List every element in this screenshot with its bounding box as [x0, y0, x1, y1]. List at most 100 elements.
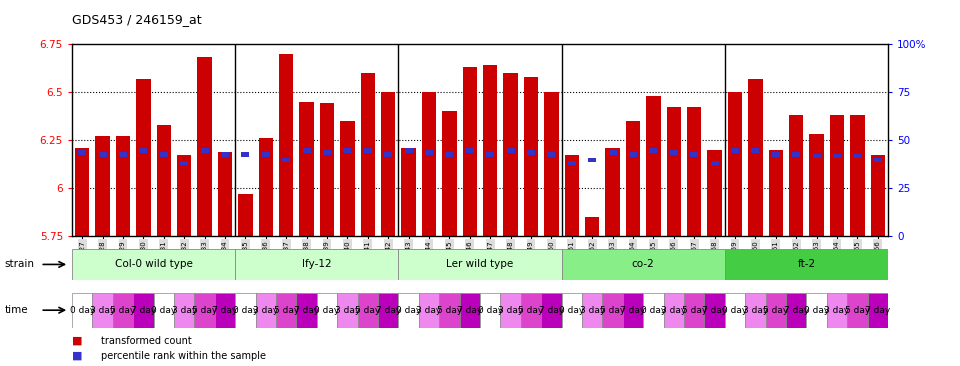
Bar	[297, 293, 317, 328]
Bar	[72, 293, 92, 328]
Bar	[725, 249, 888, 280]
Text: 5 day: 5 day	[600, 306, 625, 315]
Bar	[133, 293, 154, 328]
Text: 0 day: 0 day	[722, 306, 748, 315]
Text: percentile rank within the sample: percentile rank within the sample	[101, 351, 266, 361]
Bar	[663, 293, 684, 328]
Bar	[276, 293, 297, 328]
Bar	[827, 293, 848, 328]
Text: transformed count: transformed count	[101, 336, 192, 346]
Text: 3 day: 3 day	[498, 306, 523, 315]
Bar	[344, 149, 351, 153]
Bar	[235, 249, 398, 280]
Bar	[684, 293, 705, 328]
Text: 0 day: 0 day	[804, 306, 829, 315]
Bar	[320, 104, 334, 236]
Bar	[238, 194, 252, 236]
Bar	[463, 67, 477, 236]
Bar	[562, 249, 725, 280]
Bar	[421, 92, 436, 236]
Text: 7 day: 7 day	[620, 306, 646, 315]
Bar	[445, 152, 453, 157]
Bar	[378, 293, 398, 328]
Bar	[705, 293, 725, 328]
Text: ■: ■	[72, 336, 83, 346]
Bar	[588, 158, 596, 162]
Text: 5 day: 5 day	[355, 306, 380, 315]
Bar	[745, 293, 766, 328]
Bar	[527, 150, 535, 154]
Bar	[650, 149, 658, 153]
Text: 7 day: 7 day	[539, 306, 564, 315]
Bar	[177, 155, 191, 236]
Bar	[646, 96, 660, 236]
Bar	[99, 152, 107, 157]
Bar	[547, 152, 555, 157]
Bar	[626, 121, 640, 236]
Text: co-2: co-2	[632, 259, 655, 269]
Bar	[419, 293, 439, 328]
Bar	[398, 293, 419, 328]
Text: 3 day: 3 day	[90, 306, 115, 315]
Text: 0 day: 0 day	[314, 306, 340, 315]
Bar	[139, 149, 147, 153]
Text: 5 day: 5 day	[518, 306, 543, 315]
Text: 3 day: 3 day	[172, 306, 197, 315]
Text: 0 day: 0 day	[640, 306, 666, 315]
Text: 7 day: 7 day	[131, 306, 156, 315]
Bar	[79, 150, 86, 154]
Bar	[503, 73, 517, 236]
Bar	[851, 115, 865, 236]
Bar	[324, 150, 331, 154]
Bar	[443, 111, 457, 236]
Bar	[500, 293, 521, 328]
Text: 3 day: 3 day	[417, 306, 442, 315]
Bar	[180, 161, 188, 165]
Text: 3 day: 3 day	[253, 306, 278, 315]
Bar	[585, 217, 599, 236]
Bar	[789, 115, 804, 236]
Text: 3 day: 3 day	[580, 306, 605, 315]
Bar	[853, 154, 861, 158]
Bar	[766, 293, 786, 328]
Bar	[748, 78, 762, 236]
Text: ■: ■	[72, 351, 83, 361]
Bar	[507, 149, 515, 153]
Bar	[401, 147, 416, 236]
Bar	[136, 78, 151, 236]
Text: 3 day: 3 day	[825, 306, 850, 315]
Text: time: time	[5, 305, 29, 315]
Text: 0 day: 0 day	[151, 306, 177, 315]
Bar	[201, 149, 208, 153]
Bar	[568, 161, 576, 165]
Bar	[116, 136, 131, 236]
Bar	[687, 107, 702, 236]
Bar	[198, 57, 212, 236]
Bar	[609, 150, 616, 154]
Bar	[466, 149, 473, 153]
Bar	[425, 150, 433, 154]
Text: 7 day: 7 day	[294, 306, 320, 315]
Bar	[544, 92, 559, 236]
Bar	[384, 152, 392, 157]
Bar	[480, 293, 500, 328]
Bar	[643, 293, 663, 328]
Text: Ler wild type: Ler wild type	[446, 259, 514, 269]
Bar	[381, 92, 396, 236]
Bar	[483, 65, 497, 236]
Bar	[708, 150, 722, 236]
Bar	[670, 150, 678, 154]
Bar	[255, 293, 276, 328]
Bar	[813, 154, 821, 158]
Text: 5 day: 5 day	[682, 306, 707, 315]
Bar	[215, 293, 235, 328]
Text: Col-0 wild type: Col-0 wild type	[114, 259, 193, 269]
Bar	[302, 149, 310, 153]
Bar	[72, 249, 235, 280]
Text: 0 day: 0 day	[232, 306, 258, 315]
Text: 3 day: 3 day	[743, 306, 768, 315]
Bar	[279, 53, 294, 236]
Bar	[728, 92, 742, 236]
Bar	[113, 293, 133, 328]
Text: 0 day: 0 day	[396, 306, 421, 315]
